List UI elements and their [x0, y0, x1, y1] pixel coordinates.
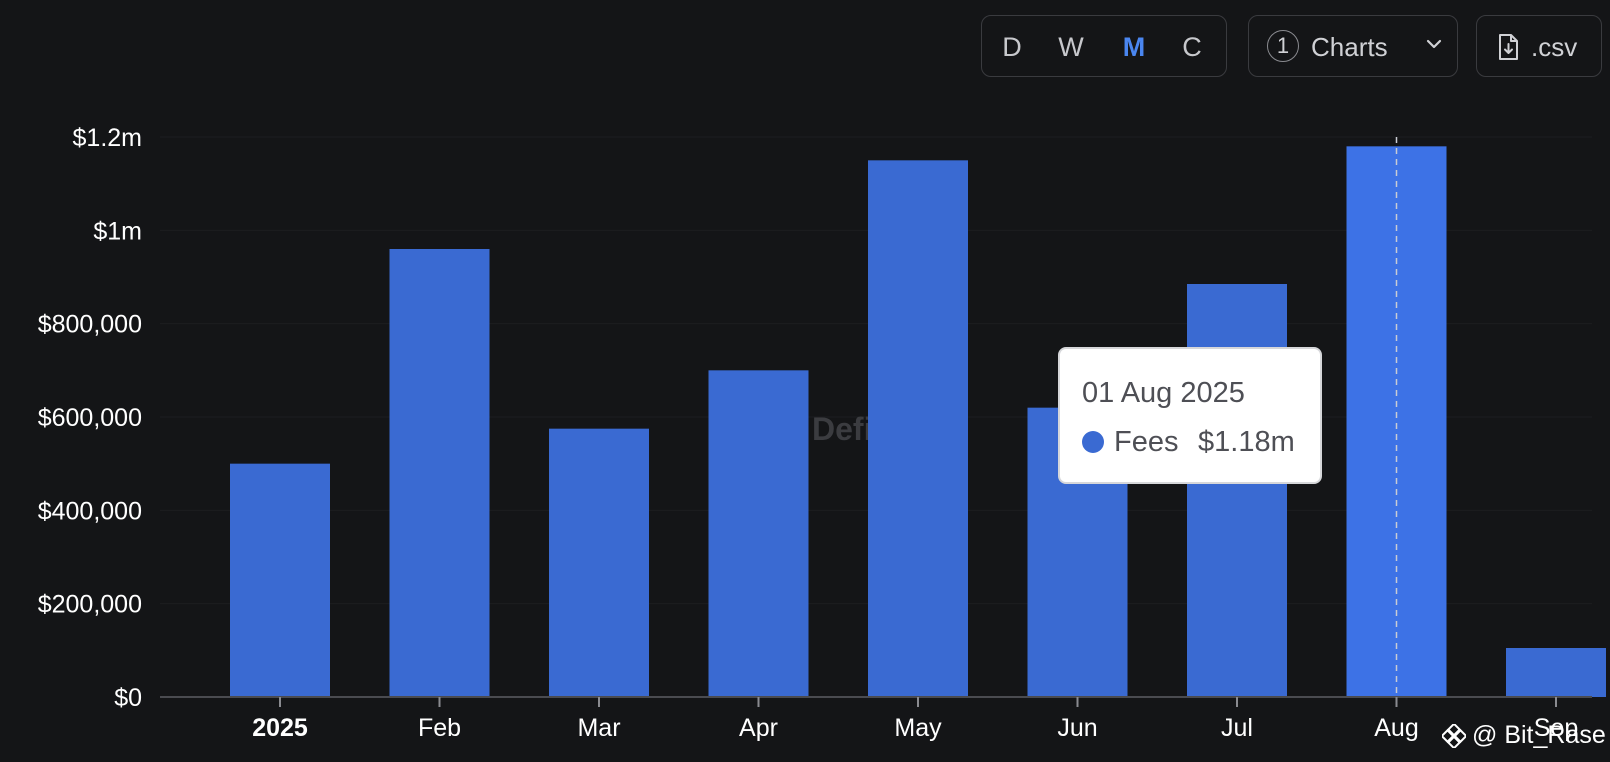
charts-label: Charts [1311, 32, 1388, 62]
bar [1187, 284, 1287, 697]
y-tick-label: $400,000 [38, 497, 142, 525]
bar [389, 249, 490, 697]
tooltip-value: $1.18m [1198, 426, 1295, 458]
corner-watermark-text: @ Bit_Rase [1472, 721, 1606, 749]
tooltip-date: 01 Aug 2025 [1082, 377, 1245, 409]
bar [868, 160, 968, 698]
bar [549, 428, 649, 697]
x-tick-label: Aug [1374, 714, 1418, 742]
csv-label: .csv [1531, 32, 1578, 62]
x-tick-label: Apr [739, 714, 778, 742]
y-tick-label: $200,000 [38, 591, 142, 619]
charts-count-badge: 1 [1267, 30, 1299, 62]
y-tick-label: $1.2m [73, 124, 142, 152]
tooltip-series-dot [1082, 431, 1104, 453]
charts-dropdown[interactable]: 1 Charts [1248, 15, 1458, 77]
y-axis: $0 $200,000 $400,000 $600,000 $800,000 $1m $1.… [38, 124, 142, 712]
x-tick-label: Feb [418, 714, 461, 742]
interval-month-button[interactable]: M [1122, 32, 1146, 62]
binance-logo-icon [1442, 724, 1466, 748]
y-tick-label: $800,000 [38, 311, 142, 339]
x-tick-label: Jun [1057, 714, 1097, 742]
bar [1506, 648, 1606, 697]
x-axis: 2025 Feb Mar Apr May Jun Jul Aug Sep [160, 696, 1592, 742]
interval-selector: D W M C [981, 15, 1227, 77]
download-csv-button[interactable]: .csv [1476, 15, 1602, 77]
tooltip-series-name: Fees [1114, 426, 1179, 458]
y-tick-label: $0 [114, 684, 142, 712]
y-tick-label: $600,000 [38, 404, 142, 432]
bars [230, 146, 1606, 698]
x-tick-label: 2025 [252, 714, 308, 742]
x-tick-label: May [894, 714, 942, 742]
x-tick-label: Jul [1221, 714, 1253, 742]
y-tick-label: $1m [93, 217, 142, 245]
interval-week-button[interactable]: W [1058, 32, 1084, 62]
x-tick-label: Mar [577, 714, 620, 742]
chevron-down-icon [1426, 39, 1442, 49]
chart-controls: D W M C 1 Charts .csv [0, 15, 1610, 79]
download-file-icon [1499, 34, 1518, 60]
bar [230, 463, 330, 697]
interval-day-button[interactable]: D [1002, 32, 1022, 62]
interval-cumulative-button[interactable]: C [1182, 32, 1202, 62]
bar [708, 370, 809, 697]
chart-tooltip: 01 Aug 2025 Fees $1.18m [1058, 347, 1322, 484]
x-tick-label: Sep [1534, 714, 1578, 742]
